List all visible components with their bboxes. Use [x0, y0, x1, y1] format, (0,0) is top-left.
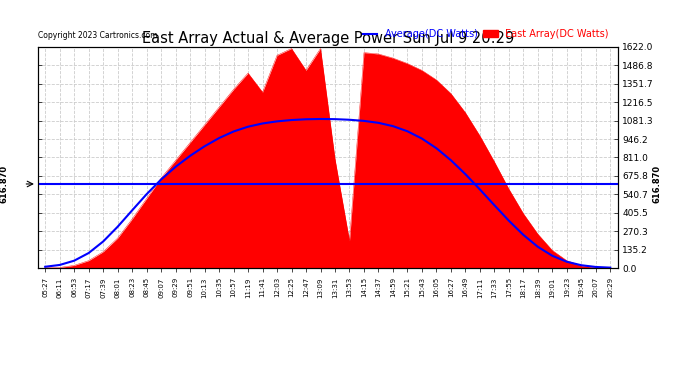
Text: 616.870: 616.870 [653, 165, 662, 203]
Title: East Array Actual & Average Power Sun Jul 9 20:29: East Array Actual & Average Power Sun Ju… [141, 31, 514, 46]
Text: Copyright 2023 Cartronics.com: Copyright 2023 Cartronics.com [38, 32, 157, 40]
Legend: Average(DC Watts), East Array(DC Watts): Average(DC Watts), East Array(DC Watts) [359, 25, 613, 43]
Text: 616.870: 616.870 [0, 165, 9, 203]
